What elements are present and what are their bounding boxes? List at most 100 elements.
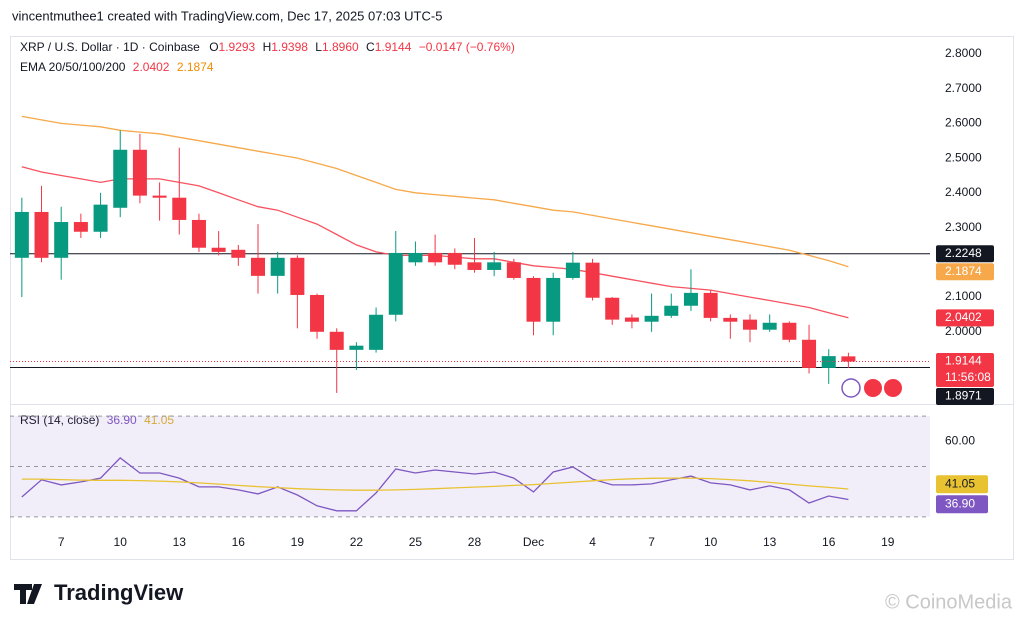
ohlc-value: 1.9293 — [219, 40, 256, 54]
candle-body — [723, 317, 738, 322]
price-label: 2.1874 — [945, 264, 982, 278]
candle-body — [191, 219, 206, 248]
candle-body — [251, 257, 265, 276]
logo-mark — [14, 584, 42, 604]
candle-body — [290, 257, 305, 295]
ohlc-key: C — [366, 40, 375, 54]
candle-body — [408, 252, 423, 263]
candle-body — [585, 262, 600, 298]
ohlc-value: 1.8960 — [322, 40, 359, 54]
candle-body — [14, 211, 29, 258]
y-tick-label: 2.3000 — [945, 220, 982, 234]
y-tick-label: 2.7000 — [945, 81, 982, 95]
candle-body — [743, 319, 757, 330]
price-label: 1.9144 — [945, 354, 982, 368]
y-tick-label: 2.4000 — [945, 185, 982, 199]
icon — [882, 377, 904, 399]
legend-main: XRP / U.S. Dollar · 1D · Coinbase O1.929… — [20, 40, 515, 54]
icon — [862, 377, 884, 399]
x-tick-label: Dec — [523, 535, 544, 549]
candle-body — [782, 322, 797, 340]
candle-body — [54, 222, 69, 258]
legend-rsi: RSI (14, close) 36.90 41.05 — [20, 413, 174, 427]
candle-body — [821, 356, 836, 368]
x-tick-label: 19 — [291, 535, 305, 549]
frame — [10, 36, 1014, 560]
y-tick-label: 2.1000 — [945, 289, 982, 303]
candle-body — [703, 292, 718, 318]
candle-body — [73, 222, 88, 232]
candle-body — [231, 249, 246, 258]
candle-body — [428, 252, 443, 263]
y-tick-label: 60.00 — [945, 433, 975, 447]
rsi-label: 36.90 — [945, 496, 975, 510]
candle-body — [506, 262, 521, 278]
header: vincentmuthee1 created with TradingView.… — [12, 8, 442, 23]
x-tick-label: 16 — [822, 535, 836, 549]
line — [21, 457, 849, 512]
rsi-label: 41.05 — [945, 476, 975, 490]
rsi-label-bg — [936, 495, 988, 514]
price-label-bg — [936, 245, 994, 263]
ohlc-value: 1.9144 — [375, 40, 412, 54]
candle-body — [349, 345, 364, 350]
price-label-bg — [936, 388, 994, 406]
branding: TradingView — [54, 580, 184, 605]
candle-body — [467, 262, 482, 270]
ohlc-key: L — [315, 40, 322, 54]
price-label: 2.0402 — [945, 310, 982, 324]
candle-body — [683, 292, 698, 306]
ohlc-key: O — [209, 40, 218, 54]
x-tick-label: 13 — [763, 535, 777, 549]
event-icons — [841, 377, 904, 399]
x-tick-label: 16 — [232, 535, 246, 549]
change: −0.0147 (−0.76%) — [419, 40, 515, 54]
ohlc-key: H — [263, 40, 272, 54]
x-tick-label: 7 — [58, 535, 65, 549]
candle-body — [526, 277, 541, 322]
candle-body — [841, 356, 856, 362]
rsi-value: 36.90 — [107, 413, 137, 427]
candle-body — [546, 277, 561, 322]
x-tick-label: 10 — [704, 535, 718, 549]
y-tick-label: 2.5000 — [945, 150, 982, 164]
indicator: EMA 20/50/100/200 — [20, 60, 126, 74]
candle-body — [487, 262, 502, 270]
candle-body — [624, 317, 639, 322]
x-tick-label: 19 — [881, 535, 895, 549]
candle-body — [388, 252, 403, 315]
icon — [841, 378, 861, 398]
candle-body — [369, 314, 384, 350]
candle-body — [762, 322, 777, 330]
candle-body — [565, 262, 580, 278]
ohlc-value: 1.9398 — [271, 40, 308, 54]
x-tick-label: 10 — [114, 535, 128, 549]
ema-value: 2.1874 — [177, 60, 214, 74]
symbol: XRP / U.S. Dollar · 1D · Coinbase — [20, 40, 200, 54]
y-tick-label: 2.0000 — [945, 324, 982, 338]
indicator: RSI (14, close) — [20, 413, 99, 427]
candle-body — [34, 211, 49, 258]
y-tick-label: 2.8000 — [945, 46, 982, 60]
candle-body — [132, 149, 147, 196]
price-label-bg — [936, 309, 994, 327]
candle-body — [152, 195, 167, 198]
x-tick-label: 13 — [173, 535, 187, 549]
x-tick-label: 4 — [589, 535, 596, 549]
price-label: 1.8971 — [945, 389, 982, 403]
candle-body — [605, 297, 620, 320]
price-label-bg — [936, 353, 994, 388]
ema-value: 2.0402 — [133, 60, 170, 74]
candle-body — [270, 257, 285, 276]
x-tick-label: 22 — [350, 535, 364, 549]
line — [21, 115, 849, 268]
candle-body — [310, 294, 325, 332]
rsi-ma-value: 41.05 — [144, 413, 174, 427]
price-label: 2.2248 — [945, 246, 982, 260]
price-label-bg — [936, 263, 994, 281]
x-tick-label: 7 — [648, 535, 655, 549]
watermark: © CoinoMedia — [885, 591, 1013, 613]
line — [21, 477, 849, 491]
